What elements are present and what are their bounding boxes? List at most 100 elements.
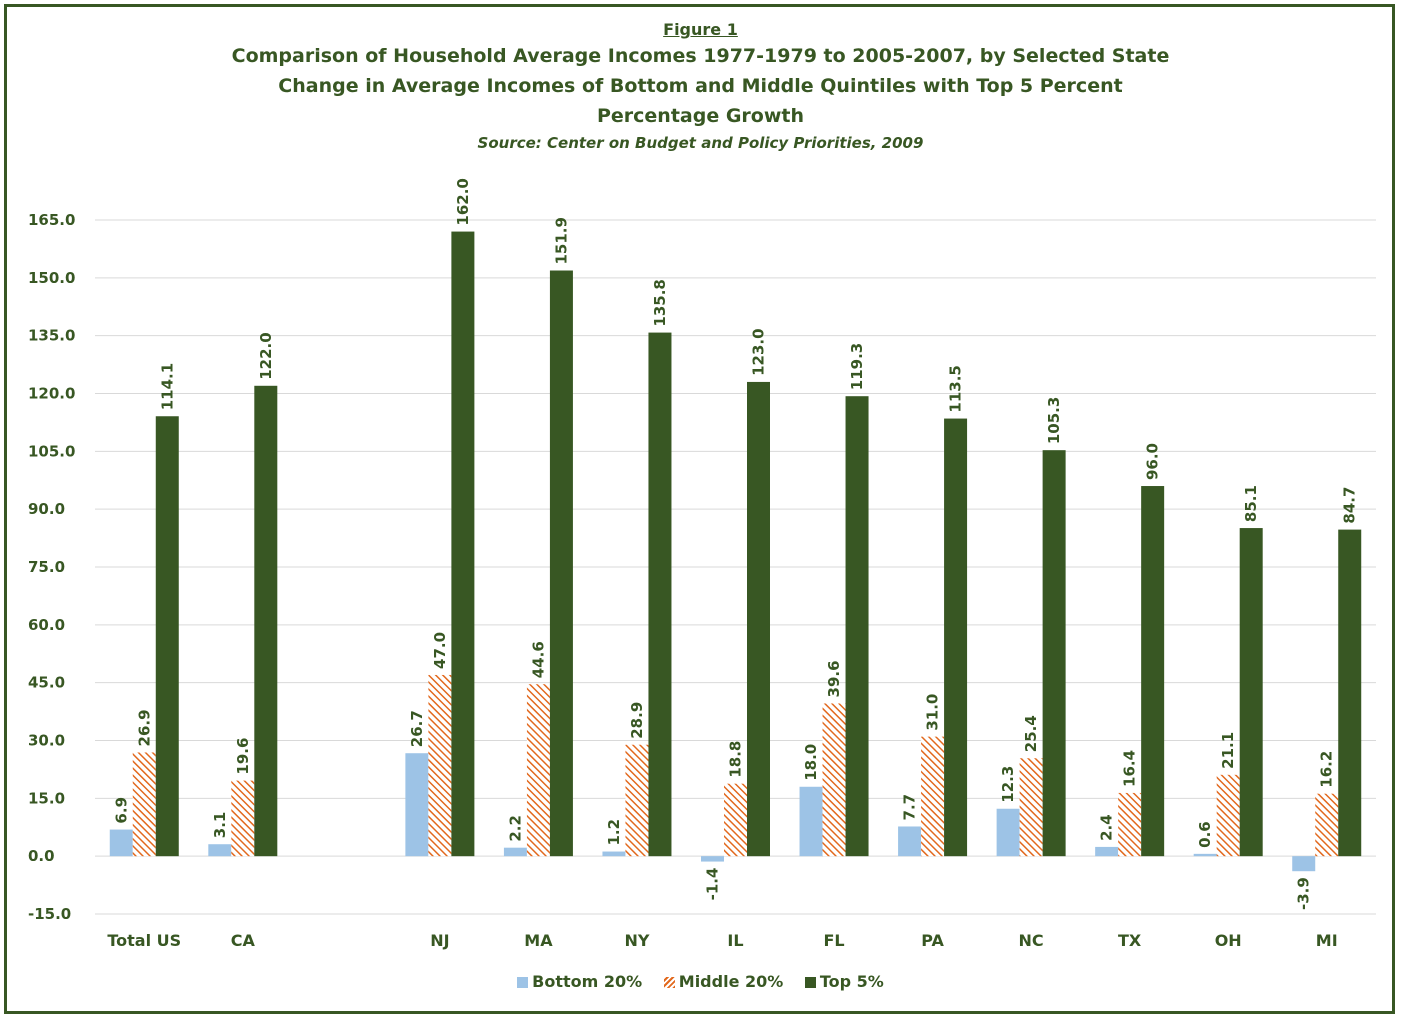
figure-label: Figure 1	[663, 20, 738, 39]
legend-label-bottom: Bottom 20%	[532, 972, 643, 991]
bar-middle	[132, 752, 156, 857]
y-tick-label: -15.0	[28, 905, 71, 923]
bar-bottom	[996, 808, 1020, 857]
x-category-label: Total US	[107, 931, 181, 950]
data-label-bottom: 1.2	[605, 819, 623, 846]
y-tick-label: 90.0	[28, 500, 65, 518]
data-label-bottom: 7.7	[901, 794, 919, 821]
data-label-top: 84.7	[1341, 487, 1359, 524]
data-label-bottom: -3.9	[1295, 877, 1313, 910]
bar-top	[451, 231, 475, 857]
data-label-middle: 25.4	[1022, 715, 1040, 752]
bar-middle	[1019, 758, 1043, 857]
x-category-label: PA	[921, 931, 944, 950]
bar-layer	[109, 231, 1362, 872]
bar-bottom	[898, 826, 922, 857]
bar-bottom	[602, 851, 626, 857]
y-tick-label: 30.0	[28, 732, 65, 750]
bar-top	[1141, 486, 1165, 857]
bar-top	[845, 396, 869, 857]
chart-title-line1: Comparison of Household Average Incomes …	[231, 45, 1170, 67]
data-label-middle: 47.0	[431, 632, 449, 669]
data-label-top: 105.3	[1045, 397, 1063, 444]
bar-middle	[231, 780, 255, 857]
bar-bottom	[208, 844, 232, 857]
bar-middle	[921, 736, 945, 857]
data-label-top: 114.1	[158, 363, 176, 410]
bar-middle	[1315, 793, 1339, 857]
x-category-label: CA	[231, 931, 256, 950]
y-tick-label: 15.0	[28, 789, 65, 807]
legend: Bottom 20% Middle 20% Top 5%	[0, 972, 1401, 991]
x-category-label: MI	[1316, 931, 1338, 950]
bar-top	[155, 416, 179, 857]
bar-top	[1338, 529, 1362, 857]
label-layer: Total US CA NJ MA NY IL FL PA NC TX OH MI 6.9 3.1 26.7…	[107, 178, 1358, 950]
data-label-bottom: 18.0	[802, 744, 820, 781]
data-label-bottom: 12.3	[999, 766, 1017, 803]
data-label-top: 122.0	[257, 332, 275, 379]
x-category-label: MA	[524, 931, 553, 950]
bar-bottom	[405, 753, 429, 857]
legend-item-bottom: Bottom 20%	[517, 972, 642, 991]
bar-bottom	[1193, 853, 1217, 857]
bar-bottom	[1292, 856, 1316, 872]
data-label-top: 96.0	[1144, 443, 1162, 480]
bar-middle	[724, 783, 747, 857]
data-label-top: 123.0	[750, 328, 768, 375]
bar-top	[648, 332, 672, 857]
data-label-middle: 19.6	[234, 738, 252, 775]
data-label-top: 119.3	[848, 343, 866, 390]
bar-middle	[428, 674, 452, 857]
data-label-middle: 18.8	[727, 741, 745, 778]
x-category-label: IL	[727, 931, 743, 950]
x-category-label: NC	[1019, 931, 1044, 950]
data-label-middle: 44.6	[529, 641, 547, 678]
legend-label-middle: Middle 20%	[678, 972, 784, 991]
data-label-bottom: -1.4	[704, 868, 722, 901]
legend-swatch-bottom	[517, 977, 529, 988]
x-category-label: NJ	[430, 931, 449, 950]
y-tick-label: 75.0	[28, 558, 65, 576]
bar-bottom	[799, 786, 823, 857]
bar-top	[254, 385, 278, 857]
data-label-middle: 21.1	[1219, 732, 1237, 769]
x-category-label: FL	[823, 931, 844, 950]
y-tick-label: 150.0	[28, 269, 75, 287]
bar-top	[1239, 528, 1263, 857]
data-label-middle: 16.2	[1318, 751, 1336, 788]
bar-bottom	[1095, 846, 1119, 857]
data-label-bottom: 2.2	[506, 815, 524, 842]
legend-swatch-middle	[663, 977, 675, 988]
data-label-top: 151.9	[552, 217, 570, 264]
bar-top	[747, 381, 770, 857]
chart-title-line3: Percentage Growth	[596, 105, 805, 127]
legend-swatch-top	[804, 977, 816, 988]
data-label-top: 113.5	[947, 365, 965, 412]
y-tick-label: 0.0	[28, 847, 55, 865]
grid-layer: -15.0 0.0 15.0 30.0 45.0 60.0 75.0 90.0 105.0 120…	[28, 211, 1376, 923]
bar-bottom	[109, 829, 133, 857]
bar-top	[1042, 450, 1066, 857]
data-label-top: 162.0	[454, 178, 472, 225]
y-tick-label: 165.0	[28, 211, 75, 229]
data-label-middle: 26.9	[135, 709, 153, 746]
bar-middle	[526, 684, 550, 857]
bar-bottom	[503, 847, 527, 857]
data-label-middle: 28.9	[628, 702, 646, 739]
data-label-middle: 31.0	[924, 694, 942, 731]
data-label-top: 85.1	[1242, 485, 1260, 522]
legend-item-top: Top 5%	[804, 972, 884, 991]
x-category-label: OH	[1215, 931, 1242, 950]
bar-middle	[625, 744, 649, 857]
data-label-bottom: 3.1	[211, 812, 229, 839]
data-label-bottom: 26.7	[408, 710, 426, 747]
chart-title-line2: Change in Average Incomes of Bottom and …	[278, 75, 1123, 97]
bar-top	[549, 270, 573, 857]
data-label-bottom: 2.4	[1098, 814, 1116, 841]
bar-middle	[1118, 792, 1142, 857]
data-label-bottom: 6.9	[112, 797, 130, 824]
bar-middle	[1216, 774, 1240, 857]
y-tick-label: 105.0	[28, 442, 75, 460]
